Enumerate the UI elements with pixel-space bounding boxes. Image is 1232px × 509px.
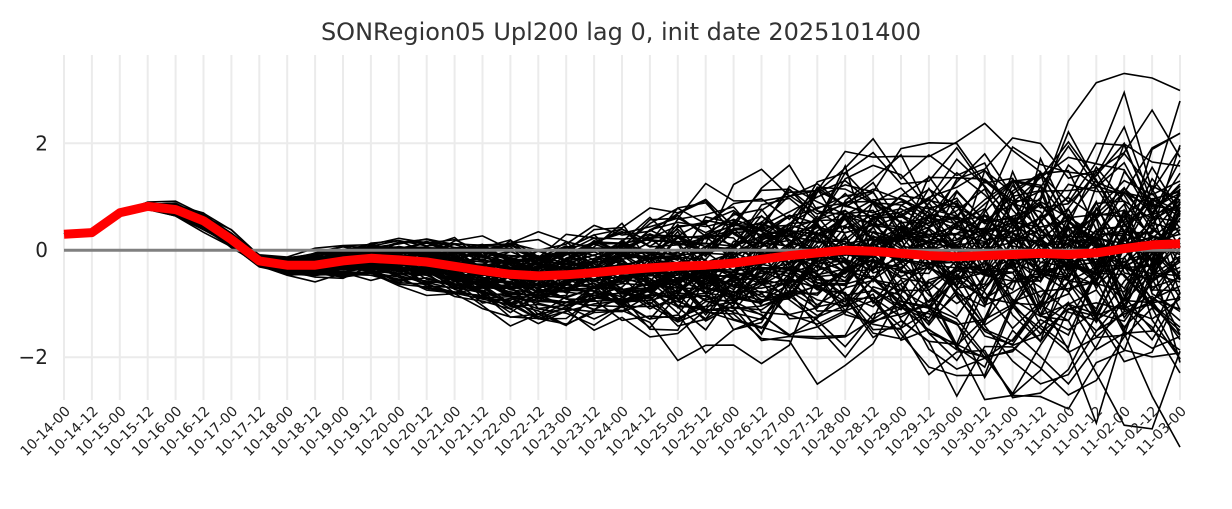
mean-line-layer <box>63 201 1181 281</box>
ensemble-member-line <box>63 205 1181 365</box>
y-tick-label: 0 <box>35 238 48 262</box>
x-axis: 10-14-0010-14-1210-15-0010-15-1210-16-00… <box>18 404 1190 460</box>
y-axis: −2 0 2 <box>19 131 48 369</box>
y-tick-label: −2 <box>19 345 48 369</box>
ensemble-member-line <box>63 169 1181 317</box>
ensemble-mean-line <box>63 201 1181 281</box>
chart-title: SONRegion05 Upl200 lag 0, init date 2025… <box>321 18 921 46</box>
y-tick-label: 2 <box>35 131 48 155</box>
